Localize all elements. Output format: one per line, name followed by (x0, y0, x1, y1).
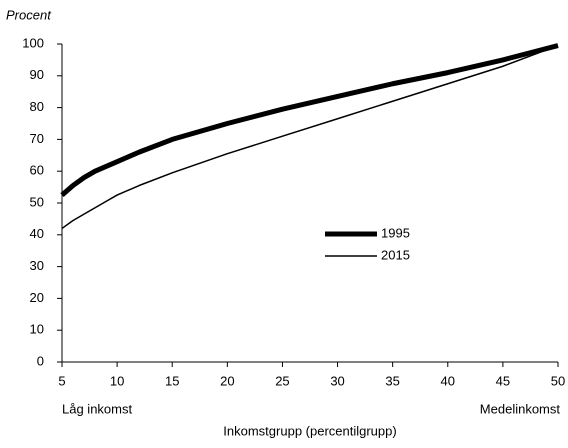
x-tick-label: 20 (220, 373, 234, 388)
y-tick-label: 70 (30, 131, 44, 146)
x-tick-label: 25 (275, 373, 289, 388)
x-tick-label: 5 (58, 373, 65, 388)
y-tick-label: 30 (30, 258, 44, 273)
y-tick-label: 10 (30, 322, 44, 337)
annotation: Medelinkomst (480, 401, 561, 416)
annotation: Låg inkomst (62, 401, 132, 416)
y-tick-label: 100 (22, 35, 44, 50)
x-axis-label: Inkomstgrupp (percentilgrupp) (223, 423, 396, 438)
y-tick-label: 60 (30, 163, 44, 178)
x-tick-label: 10 (110, 373, 124, 388)
line-series (61, 44, 559, 230)
y-tick-label: 40 (30, 226, 44, 241)
x-tick-label: 15 (165, 373, 179, 388)
x-tick-label: 35 (385, 373, 399, 388)
x-tick-label: 50 (551, 373, 565, 388)
y-tick-label: 20 (30, 290, 44, 305)
legend-label: 2015 (381, 247, 410, 262)
y-tick-label: 0 (37, 353, 44, 368)
y-axis-label: Procent (6, 7, 52, 22)
x-tick-label: 30 (330, 373, 344, 388)
x-tick-label: 40 (441, 373, 455, 388)
y-tick-label: 90 (30, 67, 44, 82)
y-tick-label: 80 (30, 99, 44, 114)
line-series (60, 43, 559, 197)
x-tick-label: 45 (496, 373, 510, 388)
y-tick-label: 50 (30, 194, 44, 209)
legend-label: 1995 (381, 225, 410, 240)
